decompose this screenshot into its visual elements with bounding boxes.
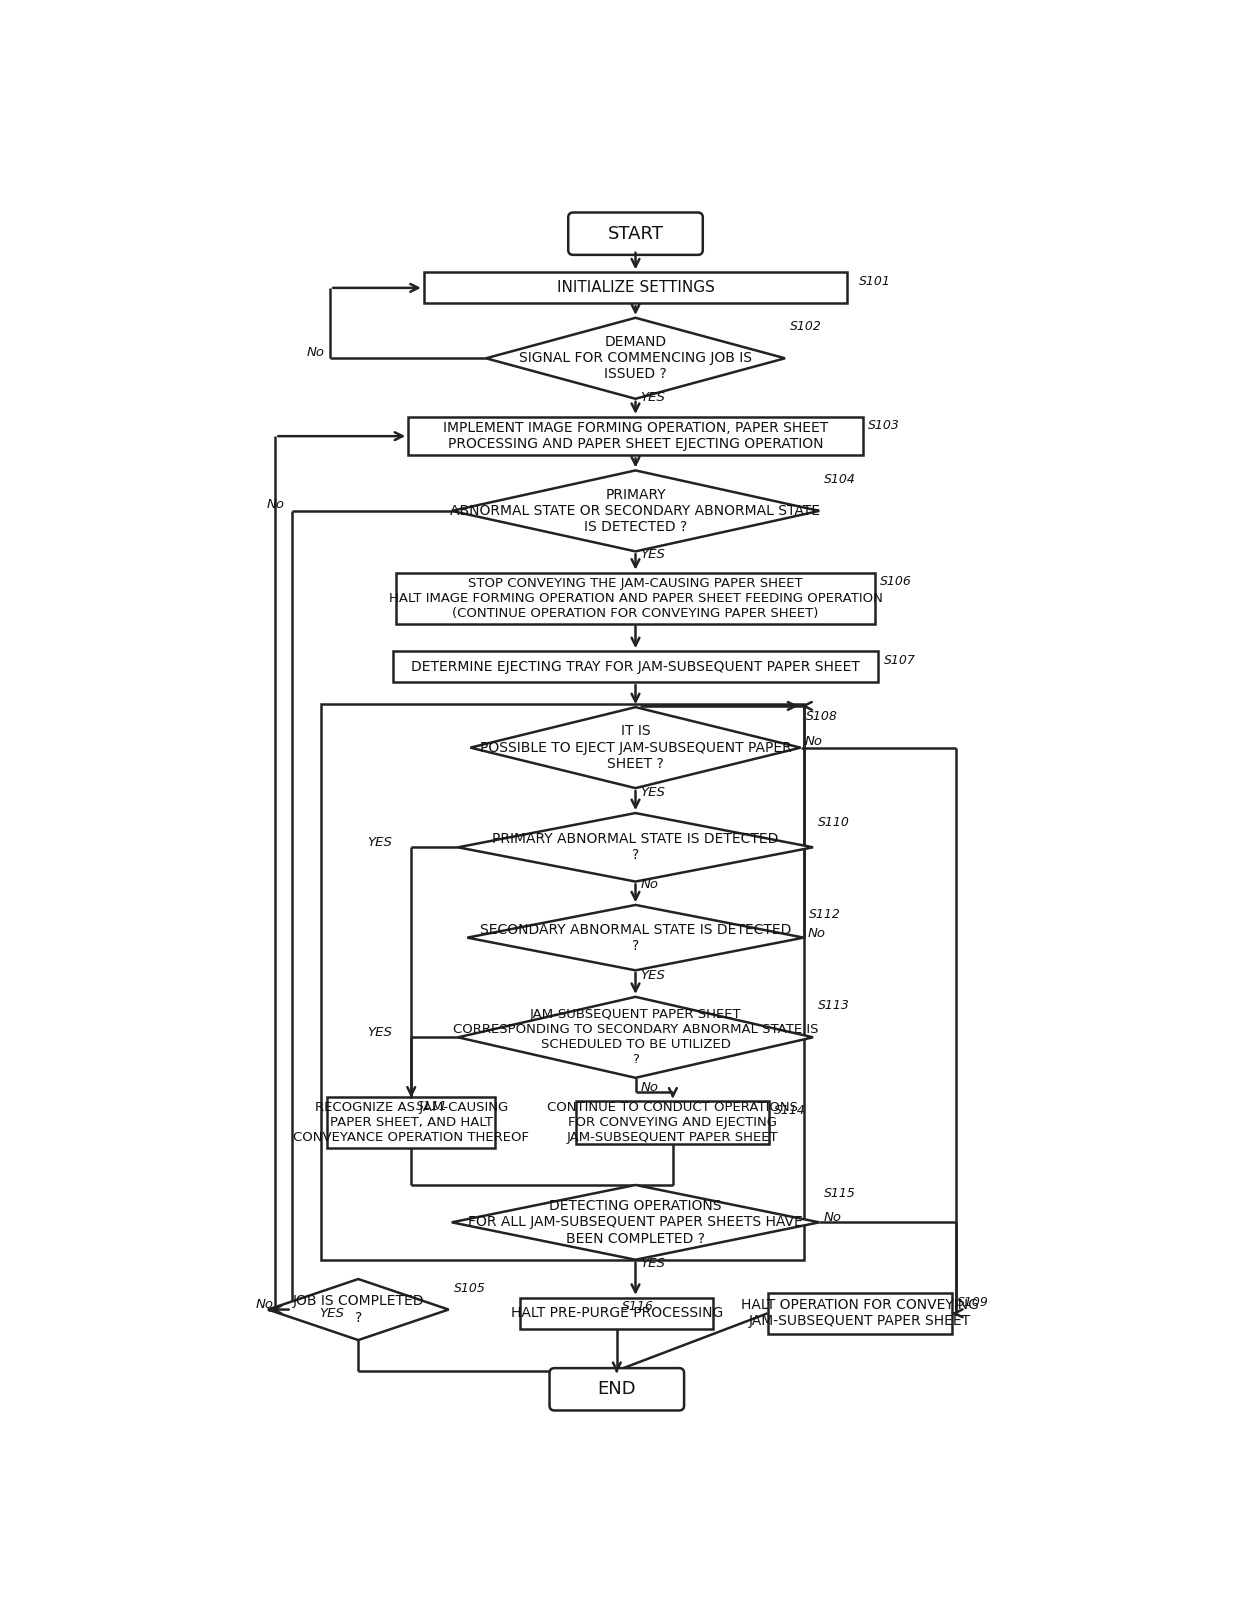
- Text: No: No: [641, 877, 658, 892]
- Text: S110: S110: [818, 816, 849, 829]
- Bar: [408, 417, 863, 456]
- Bar: [327, 1096, 495, 1148]
- Text: IT IS
POSSIBLE TO EJECT JAM-SUBSEQUENT PAPER
SHEET ?: IT IS POSSIBLE TO EJECT JAM-SUBSEQUENT P…: [480, 724, 791, 771]
- Text: S105: S105: [454, 1282, 486, 1294]
- Text: INITIALIZE SETTINGS: INITIALIZE SETTINGS: [557, 280, 714, 295]
- Text: YES: YES: [367, 837, 393, 850]
- Text: START: START: [608, 225, 663, 243]
- Text: S111: S111: [417, 1100, 448, 1113]
- Text: YES: YES: [641, 969, 666, 982]
- Text: S112: S112: [808, 908, 841, 921]
- Text: STOP CONVEYING THE JAM-CAUSING PAPER SHEET
HALT IMAGE FORMING OPERATION AND PAPE: STOP CONVEYING THE JAM-CAUSING PAPER SHE…: [388, 576, 883, 620]
- Text: S101: S101: [858, 275, 890, 288]
- Polygon shape: [467, 905, 804, 971]
- Text: No: No: [255, 1298, 274, 1311]
- Text: YES: YES: [367, 1027, 393, 1040]
- FancyBboxPatch shape: [549, 1368, 684, 1410]
- Polygon shape: [470, 707, 801, 789]
- Text: S113: S113: [818, 1000, 849, 1013]
- Text: DETECTING OPERATIONS
FOR ALL JAM-SUBSEQUENT PAPER SHEETS HAVE
BEEN COMPLETED ?: DETECTING OPERATIONS FOR ALL JAM-SUBSEQU…: [469, 1199, 802, 1246]
- Text: No: No: [805, 734, 823, 749]
- Text: YES: YES: [641, 1257, 666, 1270]
- Text: SECONDARY ABNORMAL STATE IS DETECTED
?: SECONDARY ABNORMAL STATE IS DETECTED ?: [480, 923, 791, 953]
- Text: No: No: [306, 346, 325, 359]
- Bar: [393, 650, 878, 683]
- Bar: [424, 272, 847, 303]
- Polygon shape: [486, 317, 785, 399]
- FancyBboxPatch shape: [568, 213, 703, 254]
- Text: IMPLEMENT IMAGE FORMING OPERATION, PAPER SHEET
PROCESSING AND PAPER SHEET EJECTI: IMPLEMENT IMAGE FORMING OPERATION, PAPER…: [443, 422, 828, 451]
- Text: JOB IS COMPLETED
?: JOB IS COMPLETED ?: [293, 1294, 424, 1325]
- Polygon shape: [458, 997, 813, 1077]
- Text: S104: S104: [825, 473, 856, 486]
- Text: JAM-SUBSEQUENT PAPER SHEET
CORRESPONDING TO SECONDARY ABNORMAL STATE IS
SCHEDULE: JAM-SUBSEQUENT PAPER SHEET CORRESPONDING…: [453, 1008, 818, 1066]
- Bar: [396, 573, 875, 623]
- Text: S106: S106: [880, 575, 913, 588]
- Text: END: END: [598, 1380, 636, 1399]
- Bar: [321, 704, 804, 1259]
- Polygon shape: [451, 470, 820, 551]
- Bar: [768, 1293, 951, 1333]
- Polygon shape: [268, 1278, 449, 1340]
- Polygon shape: [451, 1185, 820, 1259]
- Text: HALT OPERATION FOR CONVEYING
JAM-SUBSEQUENT PAPER SHEET: HALT OPERATION FOR CONVEYING JAM-SUBSEQU…: [740, 1298, 978, 1328]
- Text: S114: S114: [775, 1104, 806, 1117]
- Text: No: No: [807, 927, 826, 940]
- Bar: [577, 1101, 770, 1143]
- Text: HALT PRE-PURGE PROCESSING: HALT PRE-PURGE PROCESSING: [511, 1306, 723, 1320]
- Text: YES: YES: [641, 391, 666, 404]
- Text: PRIMARY
ABNORMAL STATE OR SECONDARY ABNORMAL STATE
IS DETECTED ?: PRIMARY ABNORMAL STATE OR SECONDARY ABNO…: [450, 488, 821, 535]
- Text: S103: S103: [868, 419, 900, 433]
- Text: RECOGNIZE AS JAM-CAUSING
PAPER SHEET, AND HALT
CONVEYANCE OPERATION THEREOF: RECOGNIZE AS JAM-CAUSING PAPER SHEET, AN…: [293, 1101, 529, 1145]
- Text: YES: YES: [319, 1307, 343, 1320]
- Text: No: No: [641, 1082, 658, 1095]
- Text: DETERMINE EJECTING TRAY FOR JAM-SUBSEQUENT PAPER SHEET: DETERMINE EJECTING TRAY FOR JAM-SUBSEQUE…: [412, 660, 859, 673]
- Text: No: No: [823, 1211, 842, 1225]
- Text: YES: YES: [641, 786, 666, 799]
- Text: S109: S109: [957, 1296, 988, 1309]
- Bar: [521, 1298, 713, 1328]
- Text: S108: S108: [806, 710, 837, 723]
- Text: CONTINUE TO CONDUCT OPERATIONS
FOR CONVEYING AND EJECTING
JAM-SUBSEQUENT PAPER S: CONTINUE TO CONDUCT OPERATIONS FOR CONVE…: [547, 1101, 799, 1145]
- Text: PRIMARY ABNORMAL STATE IS DETECTED
?: PRIMARY ABNORMAL STATE IS DETECTED ?: [492, 832, 779, 863]
- Text: No: No: [267, 497, 285, 512]
- Polygon shape: [458, 813, 813, 882]
- Text: YES: YES: [641, 547, 666, 560]
- Text: S116: S116: [621, 1301, 653, 1314]
- Text: DEMAND
SIGNAL FOR COMMENCING JOB IS
ISSUED ?: DEMAND SIGNAL FOR COMMENCING JOB IS ISSU…: [520, 335, 751, 382]
- Text: S102: S102: [790, 320, 822, 333]
- Text: S107: S107: [883, 654, 915, 667]
- Text: S115: S115: [825, 1188, 856, 1201]
